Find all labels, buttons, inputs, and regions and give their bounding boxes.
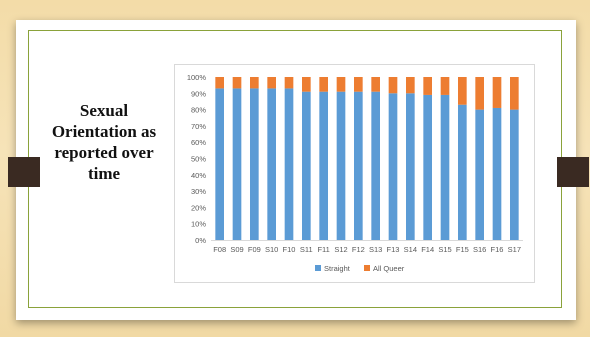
bar-straight: [267, 88, 276, 240]
bar-straight: [492, 107, 502, 240]
x-tick-label: S15: [438, 245, 451, 254]
bar-straight: [250, 88, 259, 240]
bar-all-queer: [232, 77, 242, 89]
bar-straight: [458, 104, 467, 241]
bar-all-queer: [371, 77, 380, 92]
x-tick-label: F13: [387, 245, 400, 254]
bar-straight: [284, 88, 294, 240]
x-tick-label: F09: [248, 245, 261, 254]
bar-straight: [475, 109, 484, 240]
bar-all-queer: [510, 77, 519, 110]
y-tick-label: 60%: [191, 138, 206, 147]
x-tick-label: F15: [456, 245, 469, 254]
bar-straight: [336, 91, 346, 240]
bar-straight: [319, 91, 328, 240]
bar-all-queer: [215, 77, 224, 89]
bar-straight: [388, 93, 398, 240]
legend-label: All Queer: [373, 264, 405, 273]
bar-straight: [510, 109, 519, 240]
bar-all-queer: [302, 77, 311, 92]
x-tick-label: S10: [265, 245, 278, 254]
bar-all-queer: [284, 77, 294, 89]
right-slide-tab: [557, 157, 589, 187]
y-tick-label: 70%: [191, 122, 206, 131]
bar-all-queer: [336, 77, 346, 92]
x-tick-label: F08: [213, 245, 226, 254]
bar-all-queer: [440, 77, 450, 95]
bar-straight: [232, 88, 242, 240]
legend-swatch: [315, 265, 321, 271]
bar-all-queer: [250, 77, 259, 89]
x-tick-label: S09: [230, 245, 243, 254]
bar-straight: [371, 91, 380, 240]
bar-all-queer: [406, 77, 415, 94]
stacked-bar-chart: 0% 10% 20% 30% 40% 50% 60% 70% 80% 90% 100% F08 S09 F…: [187, 73, 523, 273]
bar-straight: [406, 93, 415, 240]
bar-all-queer: [475, 77, 484, 110]
x-tick-label: S13: [369, 245, 382, 254]
y-tick-label: 20%: [191, 203, 206, 212]
bar-all-queer: [354, 77, 363, 92]
y-tick-label: 100%: [187, 73, 207, 82]
bar-all-queer: [388, 77, 398, 94]
y-tick-label: 90%: [191, 89, 206, 98]
bar-all-queer: [319, 77, 328, 92]
x-tick-label: S17: [508, 245, 521, 254]
y-tick-label: 0%: [195, 236, 206, 245]
left-slide-tab: [8, 157, 40, 187]
x-tick-label: F12: [352, 245, 365, 254]
bar-straight: [302, 91, 311, 240]
x-tick-label: S14: [404, 245, 417, 254]
y-tick-label: 10%: [191, 220, 206, 229]
x-tick-label: F10: [283, 245, 296, 254]
x-tick-label: F14: [421, 245, 434, 254]
x-tick-label: S11: [300, 245, 313, 254]
x-tick-label: S16: [473, 245, 486, 254]
y-tick-label: 50%: [191, 155, 206, 164]
x-tick-label: F11: [317, 245, 329, 254]
x-tick-label: F16: [491, 245, 504, 254]
bar-straight: [354, 91, 363, 240]
bar-all-queer: [423, 77, 432, 95]
bar-straight: [215, 88, 224, 240]
y-tick-label: 40%: [191, 171, 206, 180]
y-tick-label: 80%: [191, 106, 206, 115]
legend-swatch: [364, 265, 370, 271]
bar-straight: [440, 94, 450, 241]
bar-straight: [423, 94, 432, 241]
legend-label: Straight: [324, 264, 351, 273]
bar-all-queer: [458, 77, 467, 105]
bar-all-queer: [267, 77, 276, 89]
slide-title: Sexual Orientation as reported over time: [51, 101, 157, 183]
y-tick-label: 30%: [191, 187, 206, 196]
bar-all-queer: [492, 77, 502, 108]
x-tick-label: S12: [334, 245, 347, 254]
chart-container: 0% 10% 20% 30% 40% 50% 60% 70% 80% 90% 100% F08 S09 F…: [174, 64, 535, 283]
